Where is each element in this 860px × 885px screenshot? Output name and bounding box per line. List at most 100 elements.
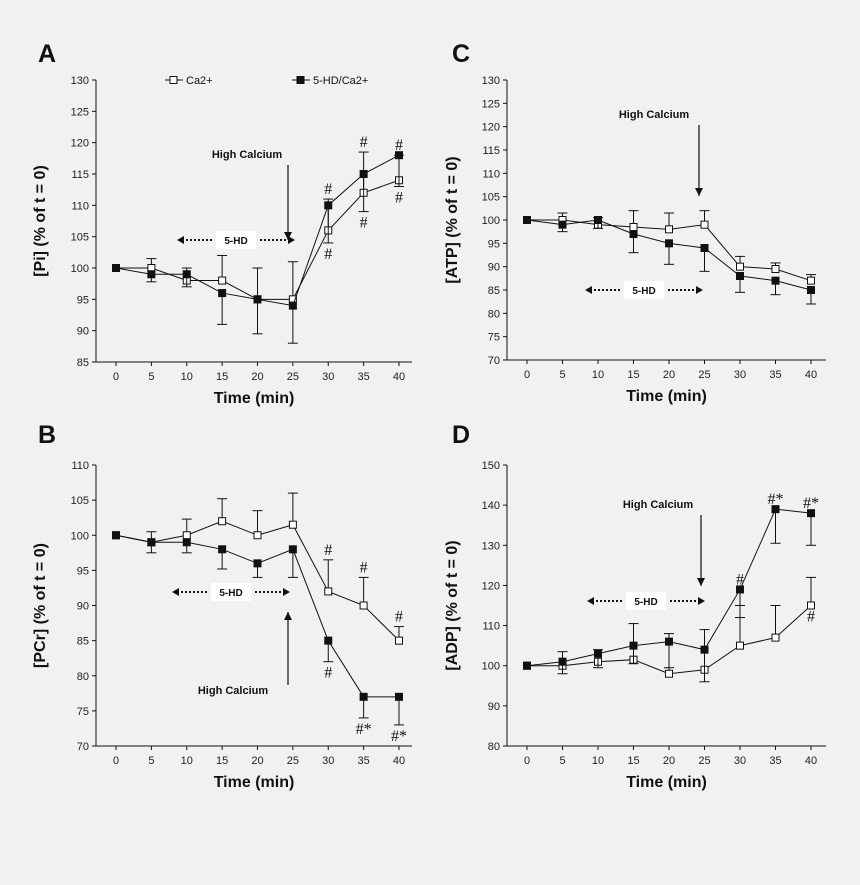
panel-a-x-axis-label: Time (min) xyxy=(214,390,295,407)
panel-d-5hd-arrowhead xyxy=(698,597,705,605)
panel-c-x-tick-label: 10 xyxy=(592,369,604,381)
panel-c-series-5hd-ca2-point xyxy=(665,239,673,248)
panel-a-series-5hd-ca2-point xyxy=(218,289,227,298)
panel-b-high-calcium-arrowhead xyxy=(284,612,292,620)
panel-b-y-tick-label: 70 xyxy=(77,741,89,753)
panel-c-5hd-box xyxy=(624,281,664,299)
panel-c-5hd-label: 5-HD xyxy=(632,286,655,297)
panel-b-5hd-arrowhead xyxy=(283,588,290,596)
panel-b-y-tick-label: 100 xyxy=(71,530,89,542)
panel-c-5hd-arrowhead xyxy=(585,286,592,294)
panel-a-y-tick-label: 90 xyxy=(77,326,89,338)
panel-b-series-5hd-ca2-point xyxy=(324,636,333,645)
panel-c-series-5hd-ca2-point xyxy=(736,272,744,280)
panel-d-series-5hd-ca2-point xyxy=(700,645,709,654)
panel-c-high-calcium-label: High Calcium xyxy=(619,109,690,121)
panel-b-5hd-arrowhead xyxy=(172,588,179,596)
panel-d-x-tick-label: 15 xyxy=(627,755,639,767)
panel-a-y-tick-label: 115 xyxy=(71,169,89,181)
panel-d-significance-marker: #* xyxy=(768,491,784,508)
legend-filled-label: 5-HD/Ca2+ xyxy=(313,75,368,87)
panel-a: A 85 90 95 100 105 110 115 120 125 130 0 5 10 15 20 25 30… xyxy=(32,40,412,407)
panel-d-y-tick-label: 150 xyxy=(482,460,500,472)
legend: Ca2+ 5-HD/Ca2+ xyxy=(165,75,368,87)
panel-b-x-tick-label: 10 xyxy=(181,755,193,767)
panel-b-significance-marker: #* xyxy=(356,721,372,738)
panel-c-high-calcium-arrowhead xyxy=(695,188,703,196)
legend-open-marker xyxy=(169,76,178,84)
panel-a-y-tick-label: 85 xyxy=(77,357,89,369)
panel-a-5hd-indicator: 5-HD xyxy=(177,231,295,249)
panel-b-5hd-box xyxy=(211,583,251,601)
panel-c-y-tick-label: 70 xyxy=(488,355,500,367)
panel-c-x-tick-label: 0 xyxy=(524,369,530,381)
panel-d-5hd-indicator: 5-HD xyxy=(587,592,705,610)
panel-b-5hd-label: 5-HD xyxy=(219,588,242,599)
panel-c-series-5hd-ca2-point xyxy=(807,286,815,294)
panel-b-x-tick-label: 35 xyxy=(358,755,370,767)
panel-a-x-tick-label: 10 xyxy=(181,371,193,383)
panel-c-y-tick-label: 100 xyxy=(482,215,500,227)
panel-b-x-tick-label: 30 xyxy=(322,755,334,767)
panel-b-significance-marker: # xyxy=(324,542,332,559)
panel-a-high-calcium-label: High Calcium xyxy=(212,149,283,161)
panel-c-x-tick-label: 5 xyxy=(559,369,565,381)
panel-b-series-ca2 xyxy=(112,492,404,645)
panel-c-y-tick-label: 110 xyxy=(482,168,500,180)
panel-b-y-tick-label: 90 xyxy=(77,601,89,613)
panel-a-significance-marker: # xyxy=(395,190,403,207)
panel-d-series-5hd-ca2-point xyxy=(665,637,673,646)
panel-a-series-5hd-ca2 xyxy=(112,151,404,344)
panel-d-high-calcium-arrowhead xyxy=(697,578,705,586)
panel-b-x-axis-label: Time (min) xyxy=(214,774,295,791)
panel-b-series-5hd-ca2-point xyxy=(288,545,297,554)
panel-c-series-ca2 xyxy=(523,210,816,285)
panel-c-x-tick-label: 40 xyxy=(805,369,817,381)
panel-d-series-5hd-ca2 xyxy=(523,505,816,683)
panel-d-series-ca2 xyxy=(523,576,816,678)
legend-filled-marker xyxy=(296,76,305,84)
panel-a-x-tick-label: 25 xyxy=(287,371,299,383)
panel-d-series-ca2-point xyxy=(665,669,673,678)
panel-a-5hd-arrowhead xyxy=(177,236,184,244)
panel-d-y-tick-label: 90 xyxy=(488,701,500,713)
panel-d-y-tick-label: 110 xyxy=(482,621,500,633)
panel-c-series-ca2-point xyxy=(700,220,709,229)
panel-b-series-5hd-ca2-point xyxy=(182,538,191,547)
panel-b-series-ca2-point xyxy=(359,601,368,610)
panel-b-y-tick-label: 75 xyxy=(77,706,89,718)
panel-c-y-tick-label: 75 xyxy=(488,332,500,344)
panel-d-5hd-label: 5-HD xyxy=(634,597,657,608)
panel-d-series-5hd-ca2-point xyxy=(523,661,531,670)
panel-b-series-5hd-ca2-point xyxy=(218,545,227,554)
panel-b-x-tick-label: 15 xyxy=(216,755,228,767)
panel-c-series-ca2-point xyxy=(629,223,638,231)
panel-d-x-tick-label: 0 xyxy=(524,755,530,767)
panel-c-label: C xyxy=(452,40,470,68)
panel-c-x-tick-label: 15 xyxy=(627,369,639,381)
panel-d-x-tick-label: 40 xyxy=(805,755,817,767)
panel-a-5hd-box xyxy=(216,231,256,249)
panel-d-label: D xyxy=(452,421,470,449)
panel-a-x-tick-label: 35 xyxy=(358,371,370,383)
panel-c: C 70 75 80 85 90 95 100 105 110 115 120 125 130 0 5 10 15… xyxy=(444,40,826,405)
panel-d-series-5hd-ca2-point xyxy=(558,657,567,666)
panel-a-series-5hd-ca2-point xyxy=(147,270,156,279)
panel-d-significance-marker: # xyxy=(807,609,815,626)
panel-b-series-ca2-point xyxy=(288,520,297,529)
panel-b-y-tick-label: 105 xyxy=(71,495,89,507)
panel-b-significance-marker: # xyxy=(395,609,403,626)
panel-c-y-tick-label: 120 xyxy=(482,122,500,134)
panel-a-x-tick-label: 5 xyxy=(148,371,154,383)
panel-a-y-tick-label: 100 xyxy=(71,263,89,275)
panel-a-y-axis-label: [Pi] (% of t = 0) xyxy=(32,165,49,277)
panel-a-y-tick-label: 120 xyxy=(71,138,89,150)
panel-d-5hd-box xyxy=(626,592,666,610)
panel-b-y-tick-label: 95 xyxy=(77,565,89,577)
panel-c-series-5hd-ca2-point xyxy=(629,230,638,238)
panel-c-x-tick-label: 20 xyxy=(663,369,675,381)
panel-b-significance-marker: #* xyxy=(391,728,407,745)
panel-d-series-ca2-point xyxy=(736,641,744,650)
